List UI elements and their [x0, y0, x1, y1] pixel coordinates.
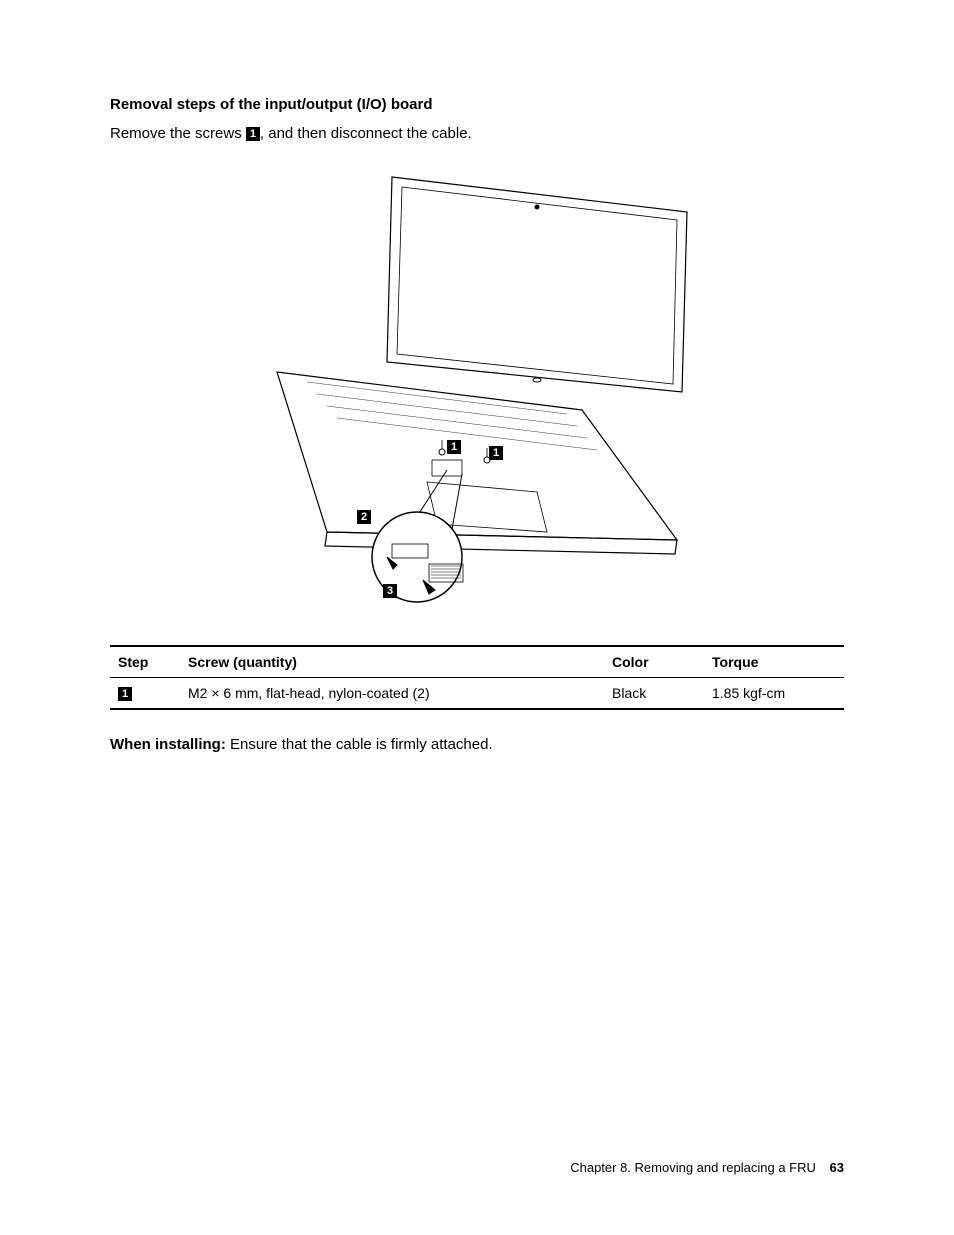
diagram-callout-2: 2 — [357, 510, 371, 524]
col-color: Color — [604, 646, 704, 678]
install-text: Ensure that the cable is firmly attached… — [226, 736, 493, 753]
intro-text: Remove the screws 1, and then disconnect… — [110, 123, 844, 144]
screw-table: Step Screw (quantity) Color Torque 1 M2 … — [110, 645, 844, 710]
row-color: Black — [604, 678, 704, 710]
callout-inline-1: 1 — [246, 127, 260, 141]
diagram-callout-1a: 1 — [447, 440, 461, 454]
row-step-callout: 1 — [118, 687, 132, 701]
diagram-callout-3: 3 — [383, 584, 397, 598]
footer-chapter: Chapter 8. Removing and replacing a FRU — [570, 1160, 816, 1175]
section-heading: Removal steps of the input/output (I/O) … — [110, 96, 844, 113]
col-torque: Torque — [704, 646, 844, 678]
intro-prefix: Remove the screws — [110, 125, 246, 142]
col-step: Step — [110, 646, 180, 678]
diagram-callout-1b: 1 — [489, 446, 503, 460]
diagram-container: 1 1 2 3 — [110, 162, 844, 617]
intro-suffix: , and then disconnect the cable. — [260, 125, 472, 142]
footer-page-number: 63 — [830, 1160, 844, 1175]
laptop-diagram: 1 1 2 3 — [237, 162, 717, 612]
page-footer: Chapter 8. Removing and replacing a FRU … — [570, 1160, 844, 1175]
table-row: 1 M2 × 6 mm, flat-head, nylon-coated (2)… — [110, 678, 844, 710]
col-screw: Screw (quantity) — [180, 646, 604, 678]
install-note: When installing: Ensure that the cable i… — [110, 734, 844, 755]
row-torque: 1.85 kgf-cm — [704, 678, 844, 710]
row-screw: M2 × 6 mm, flat-head, nylon-coated (2) — [180, 678, 604, 710]
install-label: When installing: — [110, 736, 226, 753]
